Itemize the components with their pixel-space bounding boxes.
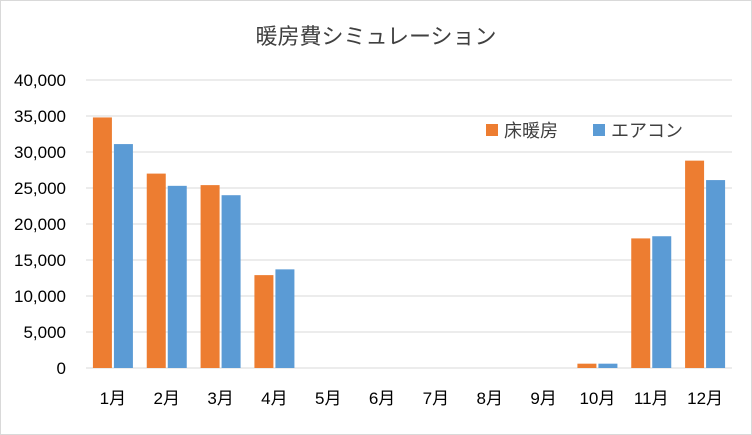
x-tick-label: 1月 bbox=[100, 389, 126, 408]
bar-air-conditioner bbox=[706, 180, 726, 368]
bar-air-conditioner bbox=[113, 144, 133, 368]
x-tick-label: 8月 bbox=[477, 389, 503, 408]
chart-title: 暖房費シミュレーション bbox=[255, 25, 496, 50]
bar-floor-heating bbox=[92, 117, 112, 368]
x-tick-label: 4月 bbox=[261, 389, 287, 408]
x-tick-label: 2月 bbox=[154, 389, 180, 408]
legend-label-floor-heating: 床暖房 bbox=[504, 121, 558, 142]
y-tick-label: 20,000 bbox=[14, 215, 66, 234]
x-tick-label: 12月 bbox=[687, 389, 723, 408]
legend: 床暖房 エアコン bbox=[486, 121, 683, 142]
legend-swatch-air-conditioner bbox=[593, 124, 605, 136]
y-tick-label: 15,000 bbox=[14, 251, 66, 270]
y-tick-label: 30,000 bbox=[14, 143, 66, 162]
x-tick-label: 11月 bbox=[634, 389, 669, 408]
bar-floor-heating bbox=[200, 185, 220, 368]
y-tick-label: 10,000 bbox=[14, 287, 66, 306]
x-tick-label: 7月 bbox=[423, 389, 449, 408]
bar-air-conditioner bbox=[221, 195, 241, 368]
x-axis-ticks: 1月 2月 3月 4月 5月 6月 7月 8月 9月 10月 11月 12月 bbox=[100, 389, 723, 408]
bar-floor-heating bbox=[146, 173, 166, 368]
bar-air-conditioner bbox=[598, 363, 618, 368]
bar-floor-heating bbox=[631, 238, 651, 368]
x-tick-label: 6月 bbox=[369, 389, 395, 408]
y-tick-label: 5,000 bbox=[23, 323, 66, 342]
bar-air-conditioner bbox=[275, 269, 295, 368]
bar-floor-heating bbox=[685, 160, 705, 368]
x-tick-label: 10月 bbox=[579, 389, 615, 408]
bars bbox=[92, 117, 726, 368]
y-tick-label: 25,000 bbox=[14, 179, 66, 198]
y-axis-ticks: 0 5,000 10,000 15,000 20,000 25,000 30,000 35,0… bbox=[14, 71, 66, 378]
gridlines bbox=[86, 79, 732, 369]
bar-floor-heating bbox=[577, 363, 597, 368]
bar-air-conditioner bbox=[652, 236, 672, 368]
x-tick-label: 5月 bbox=[315, 389, 341, 408]
x-tick-label: 9月 bbox=[530, 389, 556, 408]
y-tick-label: 35,000 bbox=[14, 107, 66, 126]
y-tick-label: 0 bbox=[57, 359, 66, 378]
x-tick-label: 3月 bbox=[207, 389, 233, 408]
y-tick-label: 40,000 bbox=[14, 71, 66, 90]
legend-label-air-conditioner: エアコン bbox=[611, 121, 683, 142]
bar-floor-heating bbox=[254, 275, 274, 368]
legend-swatch-floor-heating bbox=[486, 124, 498, 136]
bar-air-conditioner bbox=[167, 185, 187, 368]
